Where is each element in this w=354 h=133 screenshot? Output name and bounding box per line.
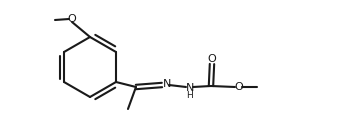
Text: O: O	[235, 82, 243, 92]
Text: H: H	[187, 92, 193, 101]
Text: N: N	[186, 83, 194, 93]
Text: N: N	[163, 79, 171, 89]
Text: O: O	[68, 14, 76, 24]
Text: O: O	[207, 54, 216, 64]
